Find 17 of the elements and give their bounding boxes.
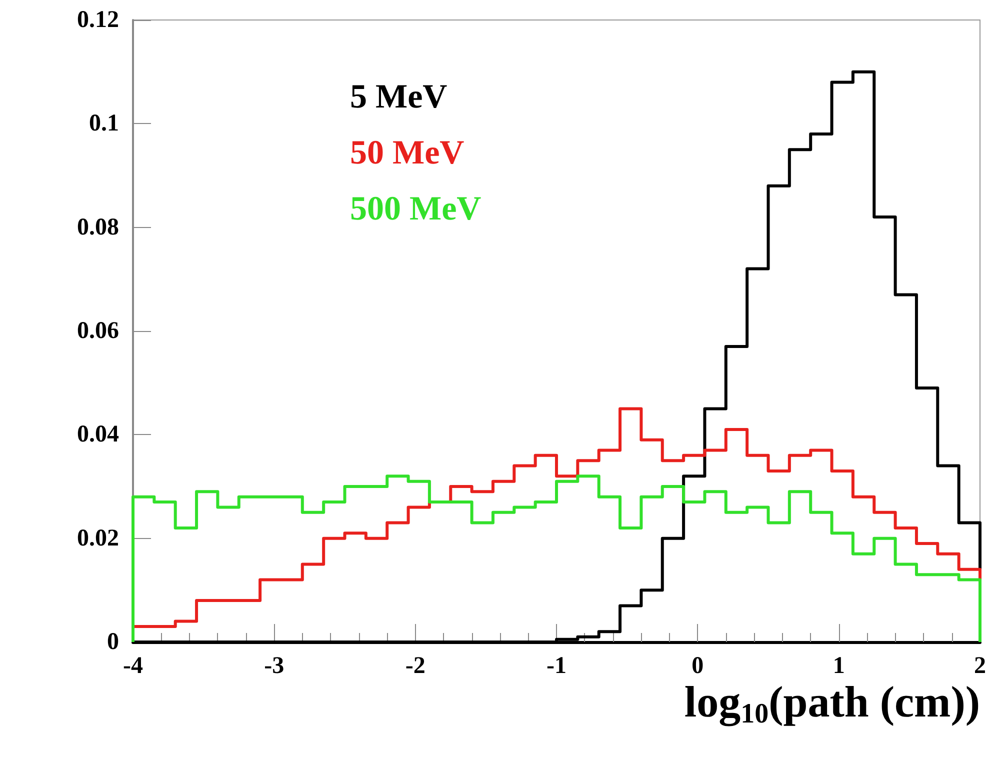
x-tick-label: -4: [123, 653, 143, 679]
text: 500 MeV: [350, 190, 482, 228]
x-tick-label: 2: [974, 653, 986, 679]
y-tick-label: 0.08: [77, 214, 119, 240]
x-tick-label: -3: [264, 653, 284, 679]
text: 50 MeV: [350, 134, 465, 172]
y-tick-label: 0.06: [77, 318, 119, 344]
text: 5 MeV: [350, 78, 448, 116]
x-tick-label: -1: [546, 653, 566, 679]
y-tick-label: 0.02: [77, 525, 119, 552]
x-tick-label: -2: [405, 653, 426, 679]
x-tick-label: 1: [832, 653, 845, 679]
y-tick-label: 0.12: [77, 7, 119, 33]
y-tick-label: 0: [107, 629, 119, 655]
x-tick-label: 0: [692, 653, 704, 679]
y-tick-label: 0.04: [77, 422, 119, 448]
y-tick-label: 0.1: [89, 110, 119, 137]
